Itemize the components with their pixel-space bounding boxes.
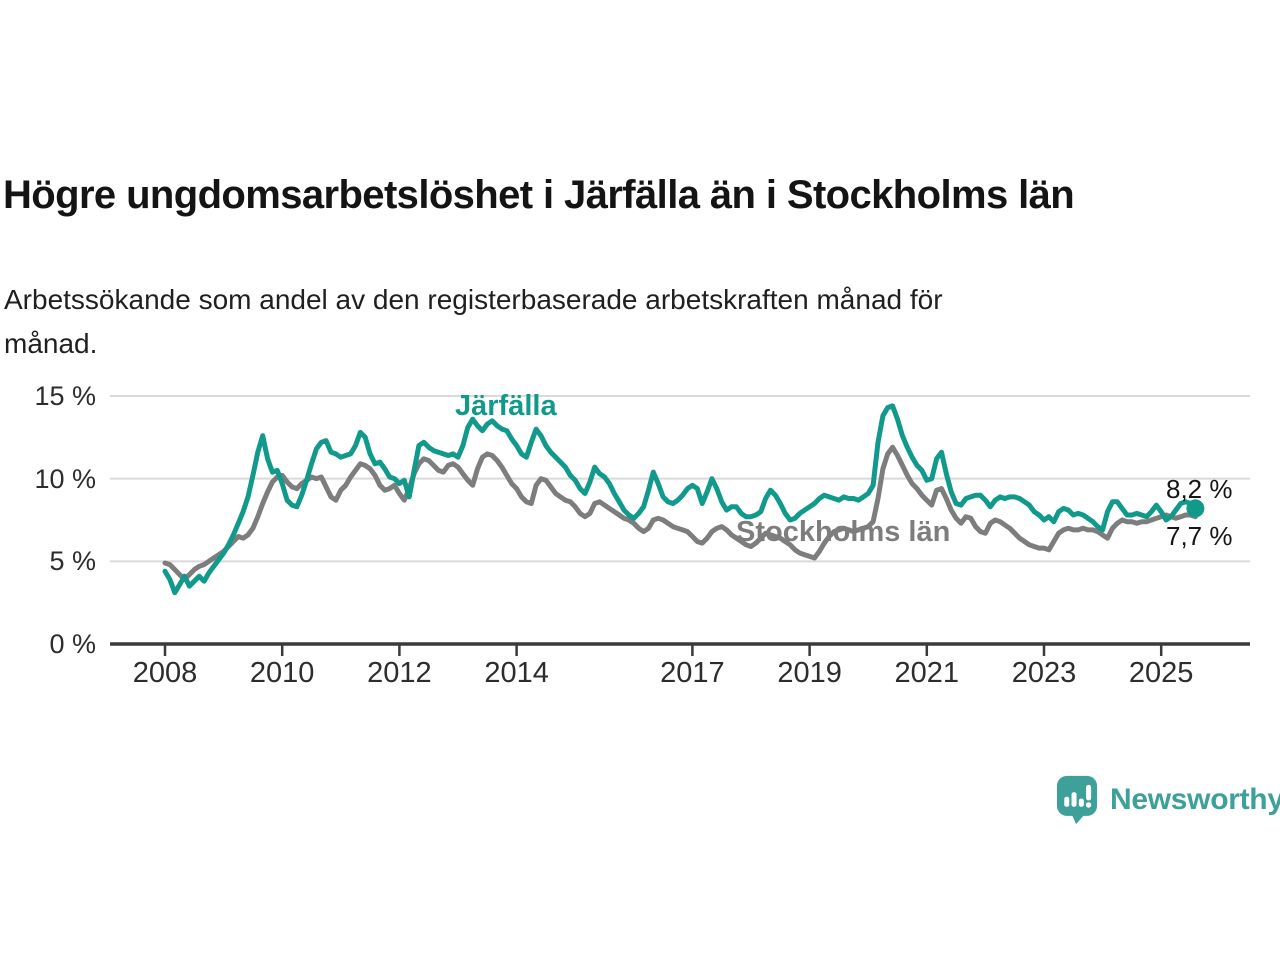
- x-axis-tick-label: 2014: [484, 657, 549, 689]
- series-line-j-rf-lla: [162, 403, 1198, 596]
- y-axis-tick-label: 0 %: [49, 629, 96, 659]
- chart-subtitle: Arbetssökande som andel av den registerb…: [4, 278, 1204, 366]
- x-axis-tick-label: 2012: [367, 657, 432, 689]
- page-title: Högre ungdomsarbetslöshet i Järfälla än …: [3, 172, 1075, 217]
- series-label-stockholms-l-n: Stockholms län: [736, 516, 951, 548]
- y-axis-tick-label: 10 %: [34, 463, 96, 494]
- x-axis-tick-label: 2019: [777, 657, 842, 689]
- x-axis-tick-label: 2023: [1011, 657, 1077, 689]
- bar-chart-speech-bubble-icon: [1056, 775, 1098, 825]
- series-label-j-rf-lla: Järfälla: [455, 390, 557, 422]
- latest-value-dot: [1186, 499, 1205, 518]
- subtitle-line-1: Arbetssökande som andel av den registerb…: [4, 284, 943, 315]
- series-line-stockholms-l-n: [162, 444, 1198, 582]
- end-value-label: 7,7 %: [1166, 521, 1233, 551]
- x-axis-tick-label: 2025: [1128, 657, 1194, 689]
- newsworthy-brand[interactable]: Newsworthy: [1055, 774, 1280, 825]
- subtitle-line-2: månad.: [4, 328, 98, 359]
- x-axis-tick-label: 2017: [660, 657, 725, 689]
- y-axis-tick-label: 15 %: [34, 381, 96, 411]
- end-value-label: 8,2 %: [1166, 474, 1233, 504]
- x-axis-tick-label: 2008: [132, 657, 198, 689]
- brand-name: Newsworthy: [1110, 782, 1280, 816]
- x-axis-tick-label: 2010: [249, 657, 315, 689]
- y-axis-tick-label: 5 %: [49, 546, 96, 577]
- x-axis-tick-label: 2021: [894, 657, 960, 689]
